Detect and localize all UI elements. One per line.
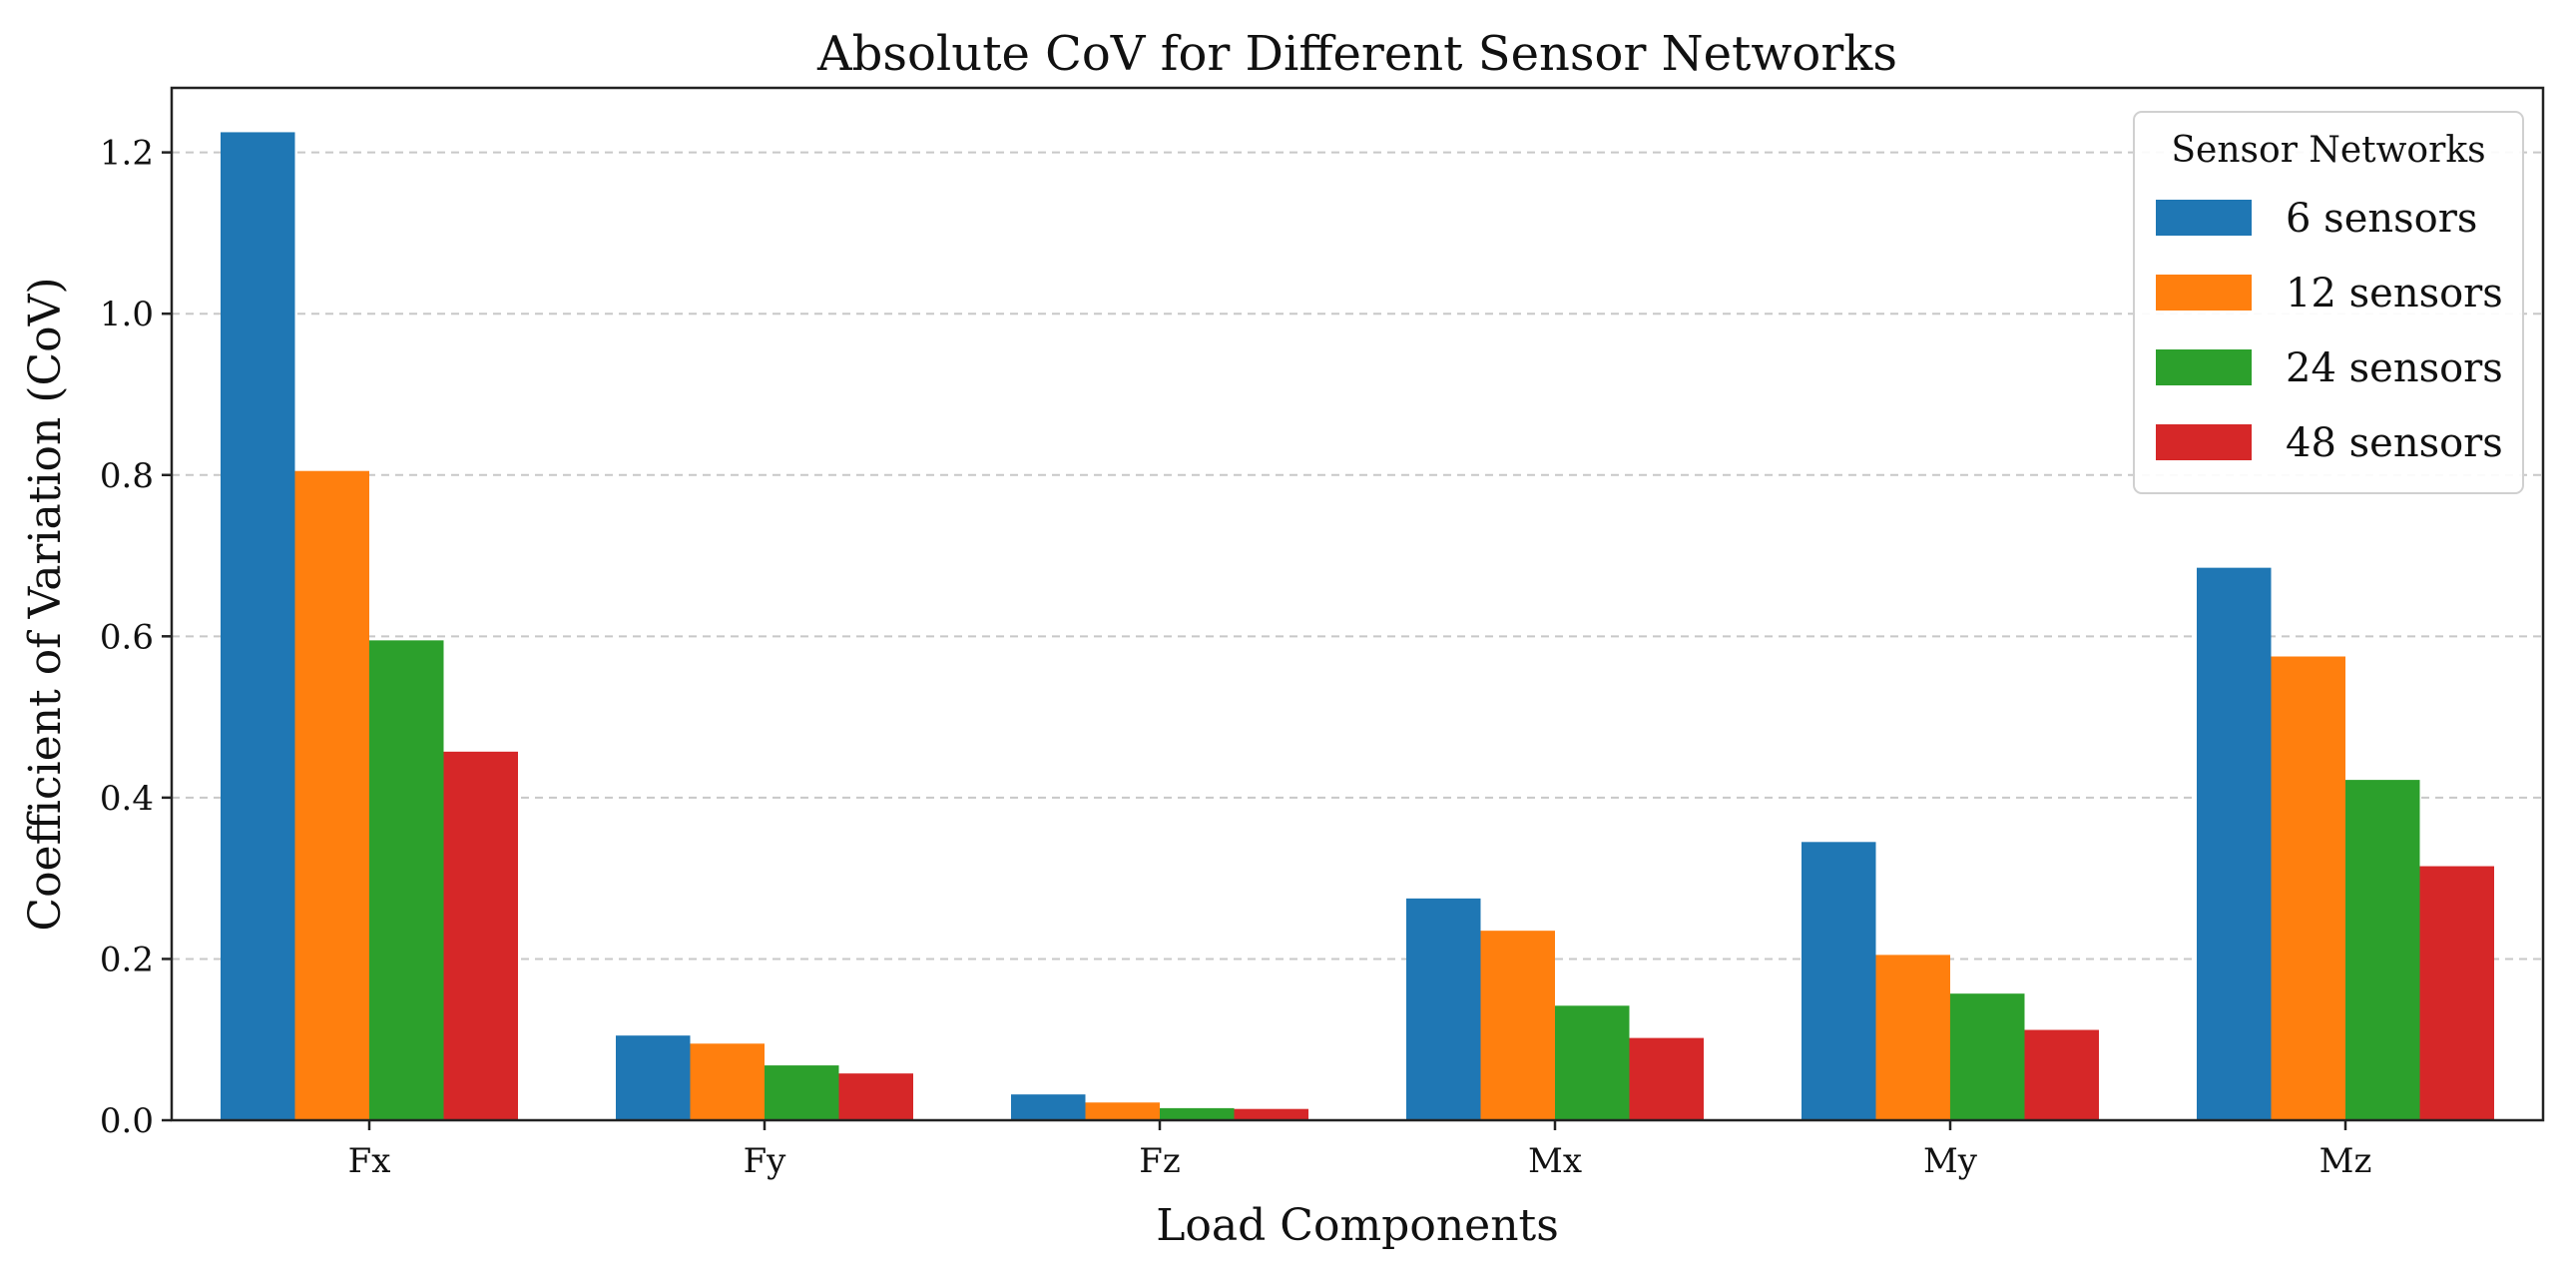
bar-mz-6-sensors [2197, 567, 2272, 1120]
y-tick-label: 1.0 [100, 295, 154, 334]
legend-label: 12 sensors [2286, 271, 2503, 317]
y-tick-label: 0.6 [100, 617, 154, 657]
bar-my-24-sensors [1950, 993, 2025, 1120]
x-tick-label: Fx [348, 1141, 391, 1181]
bar-fz-24-sensors [1160, 1107, 1235, 1120]
legend-swatch [2156, 275, 2252, 311]
bar-fx-12-sensors [294, 470, 369, 1120]
bars [221, 132, 2494, 1120]
x-tick-label: My [1923, 1141, 1978, 1181]
bar-mz-24-sensors [2345, 780, 2420, 1120]
legend-swatch [2156, 349, 2252, 385]
y-tick-label: 0.4 [100, 779, 154, 819]
bar-fy-48-sensors [838, 1073, 913, 1120]
legend-swatch [2156, 424, 2252, 460]
x-tick-label: Fz [1139, 1141, 1181, 1181]
y-tick-label: 0.8 [100, 456, 154, 496]
bar-mx-48-sensors [1629, 1037, 1704, 1120]
bar-fz-12-sensors [1085, 1102, 1160, 1120]
bar-mx-6-sensors [1406, 898, 1481, 1120]
legend-swatch [2156, 200, 2252, 236]
x-axis-label: Load Components [1156, 1200, 1559, 1251]
bar-mx-24-sensors [1555, 1005, 1630, 1120]
bar-my-48-sensors [2024, 1029, 2099, 1120]
bar-my-12-sensors [1875, 955, 1950, 1120]
x-tick-label: Fy [744, 1141, 787, 1181]
bar-fx-48-sensors [443, 751, 518, 1120]
y-tick-label: 0.2 [100, 940, 154, 979]
y-tick-label: 1.2 [100, 134, 154, 174]
legend-label: 48 sensors [2286, 420, 2503, 466]
legend-label: 24 sensors [2286, 345, 2503, 391]
bar-fy-12-sensors [690, 1043, 765, 1120]
y-axis-label: Coefficient of Variation (CoV) [20, 277, 71, 931]
bar-fx-6-sensors [221, 132, 295, 1120]
chart-title: Absolute CoV for Different Sensor Networ… [816, 26, 1897, 82]
y-axis-ticks: 0.0 0.2 0.4 0.6 0.8 1.0 1.2 [100, 134, 172, 1141]
bar-my-6-sensors [1802, 842, 1876, 1120]
x-axis-ticks: Fx Fy Fz Mx My Mz [348, 1120, 2372, 1181]
y-tick-label: 0.0 [100, 1101, 154, 1141]
legend-title: Sensor Networks [2171, 130, 2485, 171]
bar-fz-48-sensors [1234, 1108, 1308, 1120]
bar-fz-6-sensors [1011, 1094, 1086, 1120]
bar-fy-24-sensors [765, 1065, 839, 1120]
plot-area-frame [170, 86, 2545, 1122]
legend-label: 6 sensors [2286, 196, 2477, 242]
x-tick-label: Mz [2319, 1141, 2372, 1181]
legend-items: 6 sensors 12 sensors 24 sensors 48 sensors [2156, 196, 2503, 466]
bar-mz-12-sensors [2271, 656, 2345, 1120]
bar-mx-12-sensors [1480, 931, 1555, 1120]
legend: Sensor Networks 6 sensors 12 sensors 24 se… [2133, 111, 2524, 494]
bar-fy-6-sensors [616, 1035, 691, 1120]
bar-mz-48-sensors [2419, 866, 2494, 1120]
x-tick-label: Mx [1528, 1141, 1582, 1181]
bar-fx-24-sensors [369, 640, 444, 1120]
